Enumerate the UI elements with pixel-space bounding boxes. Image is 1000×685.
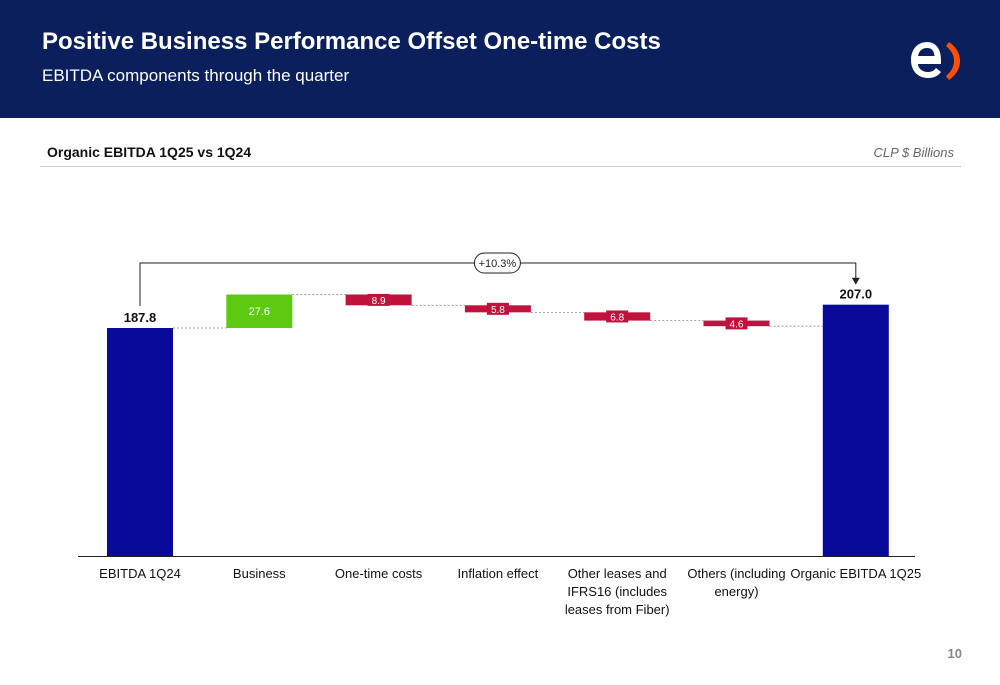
x-tick-label: Organic EBITDA 1Q25 — [790, 566, 921, 581]
data-label: 6.8 — [610, 312, 624, 323]
bar-total — [822, 304, 889, 556]
entel-logo-icon — [911, 42, 960, 80]
x-tick-label: Others (including — [687, 566, 785, 581]
slide-header: Positive Business Performance Offset One… — [0, 0, 1000, 118]
x-tick-label: Inflation effect — [458, 566, 539, 581]
x-tick-label: IFRS16 (includes — [567, 584, 667, 599]
data-label: 187.8 — [124, 310, 157, 325]
data-label-box — [367, 293, 390, 306]
section-divider — [40, 166, 961, 167]
x-tick-label: leases from Fiber) — [565, 602, 670, 617]
data-label-box — [725, 317, 748, 330]
data-label: 8.9 — [372, 296, 386, 307]
data-label: 207.0 — [840, 287, 873, 302]
change-annotation-pill — [473, 252, 521, 274]
x-tick-label: Other leases and — [568, 566, 667, 581]
change-annotation: +10.3% — [479, 258, 517, 270]
chart-section-title: Organic EBITDA 1Q25 vs 1Q24 — [47, 144, 252, 160]
data-label-box — [486, 302, 509, 315]
x-tick-label: One-time costs — [335, 566, 423, 581]
data-label: 27.6 — [249, 306, 270, 318]
data-label: 5.8 — [491, 305, 505, 316]
arrow-head-icon — [851, 277, 860, 285]
x-tick-label: energy) — [714, 584, 758, 599]
data-label: 4.6 — [730, 319, 744, 330]
unit-note: CLP $ Billions — [873, 145, 954, 160]
data-label-box — [606, 310, 629, 323]
bar-total — [107, 328, 173, 556]
bar-increase — [226, 294, 293, 328]
x-tick-label: EBITDA 1Q24 — [99, 566, 181, 581]
page-number: 10 — [947, 646, 962, 661]
slide-subtitle: EBITDA components through the quarter — [42, 66, 350, 85]
slide-title: Positive Business Performance Offset One… — [42, 28, 661, 55]
x-tick-label: Business — [233, 566, 286, 581]
